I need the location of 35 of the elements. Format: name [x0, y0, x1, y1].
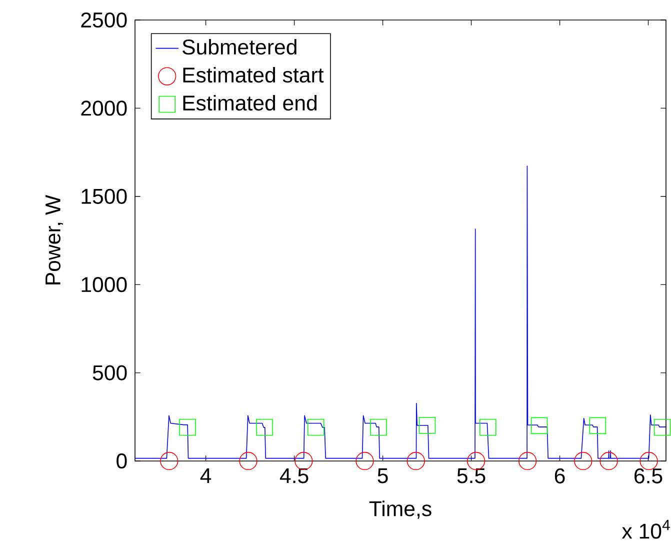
y-tick-label: 2500: [81, 12, 127, 28]
y-tick-label: 500: [92, 365, 127, 380]
legend-label: Estimated end: [183, 94, 317, 111]
point: [307, 418, 324, 436]
x-tick-label: 5.5: [457, 468, 486, 484]
x-tick-label: 6.5: [634, 468, 662, 484]
x-tick-label: 4.5: [280, 468, 308, 484]
point: [600, 452, 618, 470]
point: [530, 417, 548, 434]
y-tick-label: 1000: [82, 277, 127, 292]
point: [654, 418, 671, 436]
x-tick-label: 4: [200, 468, 212, 484]
point: [518, 452, 537, 470]
point: [160, 452, 178, 470]
y-axis-title: Power, W: [46, 194, 63, 284]
x-axis-title: Time,s: [369, 500, 432, 519]
point: [239, 452, 258, 470]
y-tick-label: 2000: [81, 100, 127, 116]
point: [406, 452, 425, 470]
point: [589, 417, 606, 434]
x-tick-label: 5: [378, 468, 388, 484]
point: [256, 418, 273, 436]
line-series: [134, 166, 666, 459]
y-tick-label: 1500: [82, 188, 127, 204]
point: [179, 418, 196, 436]
text: x 10$^{4}$: [622, 520, 670, 539]
legend-label: Estimated start: [183, 66, 324, 83]
point: [480, 418, 496, 436]
point: [370, 418, 387, 436]
point: [356, 452, 374, 470]
x-tick-label: 6: [554, 468, 565, 484]
point: [574, 452, 592, 470]
legend-label: Submetered: [182, 38, 296, 55]
y-tick-label: 0: [116, 453, 127, 469]
point: [418, 416, 436, 434]
